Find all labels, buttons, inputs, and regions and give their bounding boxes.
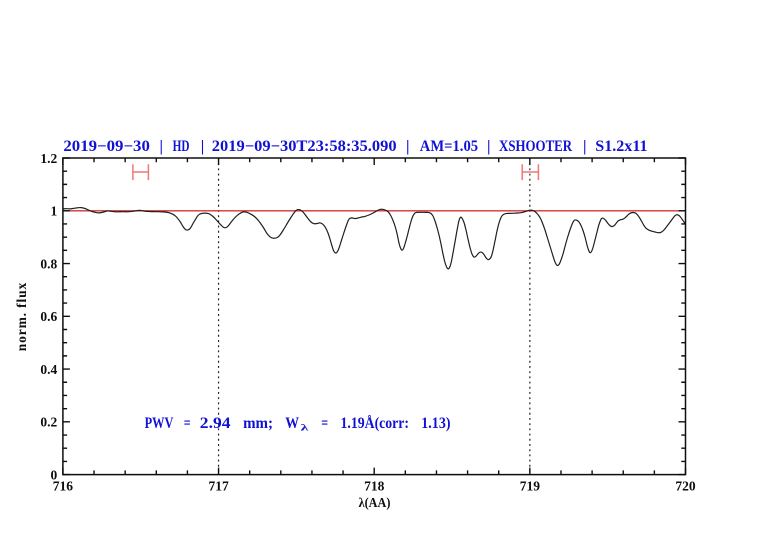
svg-text:=: =	[321, 415, 328, 432]
svg-text:mm;: mm;	[243, 415, 273, 432]
svg-text:717: 717	[208, 478, 229, 493]
svg-text:718: 718	[364, 478, 385, 493]
svg-text:|: |	[160, 138, 163, 155]
svg-text:0.2: 0.2	[40, 415, 57, 430]
svg-text:1.13): 1.13)	[421, 415, 450, 432]
svg-text:PWV: PWV	[145, 415, 174, 432]
svg-text:W: W	[285, 415, 299, 432]
svg-text:AM=1.05: AM=1.05	[420, 138, 478, 155]
svg-text:2.94: 2.94	[200, 415, 231, 432]
svg-text:S1.2x11: S1.2x11	[595, 138, 647, 155]
svg-text:XSHOOTER: XSHOOTER	[499, 138, 573, 155]
svg-text:719: 719	[520, 478, 541, 493]
svg-text:=: =	[184, 415, 191, 432]
svg-text:|: |	[583, 138, 586, 155]
svg-text:1.2: 1.2	[40, 151, 57, 166]
svg-text:2019−09−30: 2019−09−30	[63, 138, 150, 155]
svg-text:norm. flux: norm. flux	[14, 283, 29, 352]
svg-text:|: |	[487, 138, 490, 155]
svg-text:|: |	[201, 138, 204, 155]
svg-text:0: 0	[51, 468, 58, 483]
svg-text:0.4: 0.4	[40, 362, 57, 377]
svg-text:|: |	[406, 138, 409, 155]
svg-text:HD: HD	[173, 138, 190, 155]
svg-text:λ: λ	[301, 423, 309, 433]
svg-text:1: 1	[51, 204, 58, 219]
svg-text:λ(AA): λ(AA)	[359, 496, 391, 511]
svg-text:0.8: 0.8	[40, 256, 57, 271]
svg-text:720: 720	[675, 478, 696, 493]
svg-text:2019−09−30T23:58:35.090: 2019−09−30T23:58:35.090	[212, 138, 397, 155]
svg-text:0.6: 0.6	[40, 309, 57, 324]
svg-text:1.19Å(corr:: 1.19Å(corr:	[341, 414, 410, 432]
svg-text:716: 716	[53, 478, 74, 493]
